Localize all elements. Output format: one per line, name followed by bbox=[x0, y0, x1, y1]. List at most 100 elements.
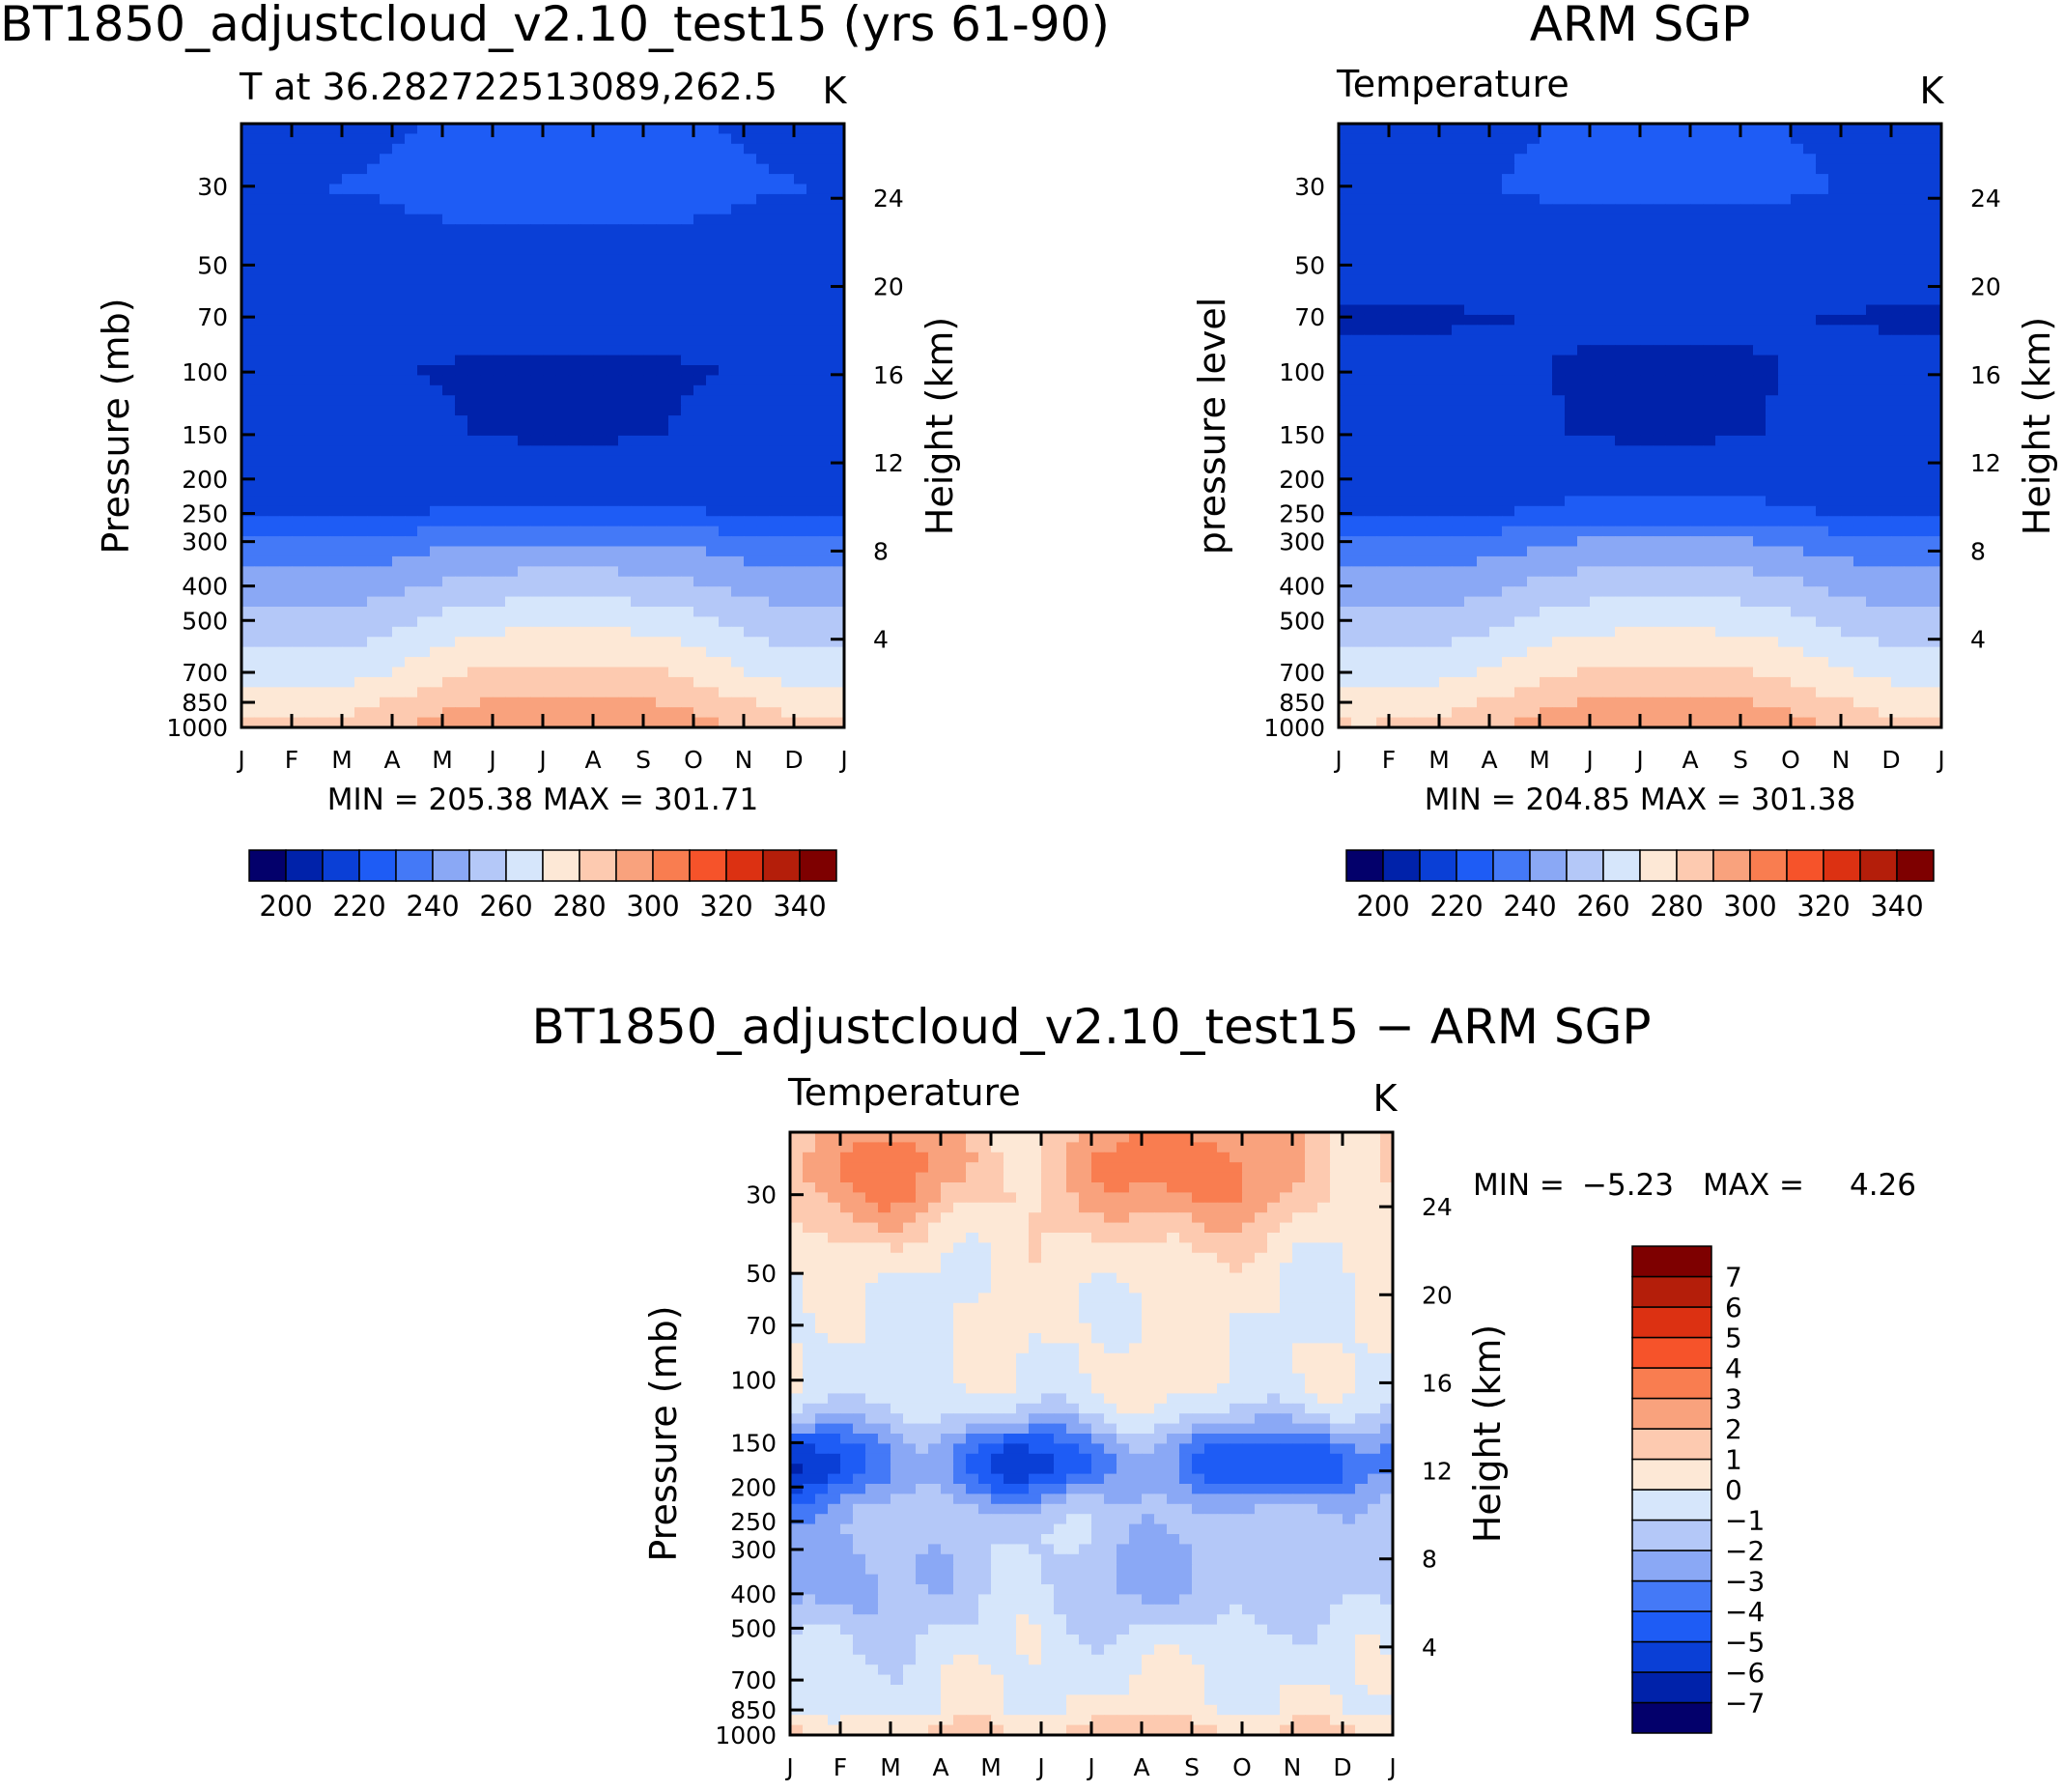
field-cell bbox=[1853, 395, 1867, 407]
field-cell bbox=[405, 204, 418, 215]
field-cell bbox=[731, 646, 745, 658]
field-cell bbox=[1879, 254, 1892, 266]
field-cell bbox=[455, 496, 468, 507]
field-cell bbox=[631, 314, 644, 326]
field-cell bbox=[618, 607, 632, 618]
field-cell bbox=[405, 646, 418, 658]
field-cell bbox=[1690, 415, 1704, 427]
field-cell bbox=[380, 264, 393, 275]
field-cell bbox=[1565, 264, 1578, 275]
field-cell bbox=[1879, 304, 1892, 316]
field-cell bbox=[1502, 384, 1515, 396]
field-cell bbox=[618, 244, 632, 256]
field-cell bbox=[279, 284, 293, 296]
field-cell bbox=[505, 174, 519, 185]
field-cell bbox=[1916, 154, 1930, 165]
field-cell bbox=[480, 204, 494, 215]
field-cell bbox=[543, 555, 556, 567]
field-cell bbox=[1540, 254, 1553, 266]
field-cell bbox=[267, 274, 280, 286]
field-cell bbox=[530, 486, 544, 498]
field-cell bbox=[656, 405, 669, 416]
field-cell bbox=[304, 455, 318, 467]
field-cell bbox=[241, 184, 255, 195]
field-cell bbox=[279, 667, 293, 678]
field-cell bbox=[756, 626, 770, 638]
field-cell bbox=[392, 133, 406, 145]
field-cell bbox=[1339, 486, 1352, 498]
field-cell bbox=[1753, 314, 1767, 326]
field-cell bbox=[367, 626, 381, 638]
field-cell bbox=[1916, 334, 1930, 346]
field-cell bbox=[1590, 254, 1603, 266]
field-cell bbox=[405, 184, 418, 195]
field-cell bbox=[1427, 295, 1440, 306]
field-cell bbox=[1728, 264, 1741, 275]
field-cell bbox=[781, 596, 795, 608]
field-cell bbox=[267, 657, 280, 668]
field-cell bbox=[706, 626, 720, 638]
field-cell bbox=[631, 637, 644, 648]
field-cell bbox=[1703, 455, 1716, 467]
field-cell bbox=[480, 687, 494, 698]
field-cell bbox=[455, 455, 468, 467]
field-cell bbox=[279, 355, 293, 366]
field-cell bbox=[668, 355, 682, 366]
field-cell bbox=[367, 516, 381, 527]
field-cell bbox=[1489, 425, 1503, 437]
field-cell bbox=[1791, 445, 1804, 457]
field-cell bbox=[555, 596, 569, 608]
field-cell bbox=[1690, 425, 1704, 437]
field-cell bbox=[1439, 163, 1453, 175]
field-cell bbox=[480, 224, 494, 236]
field-cell bbox=[480, 163, 494, 175]
field-cell bbox=[593, 405, 607, 416]
field-cell bbox=[1740, 133, 1754, 145]
field-cell bbox=[819, 637, 833, 648]
field-cell bbox=[806, 505, 820, 517]
field-cell bbox=[806, 154, 820, 165]
field-cell bbox=[530, 717, 544, 728]
field-cell bbox=[1690, 224, 1704, 236]
field-cell bbox=[1527, 124, 1541, 135]
field-cell bbox=[1514, 505, 1528, 517]
field-cell bbox=[1351, 355, 1365, 366]
field-cell bbox=[1565, 505, 1578, 517]
field-cell bbox=[1540, 496, 1553, 507]
field-cell bbox=[304, 607, 318, 618]
field-cell bbox=[1514, 526, 1528, 537]
field-cell bbox=[1841, 486, 1854, 498]
field-cell bbox=[618, 365, 632, 377]
field-cell bbox=[731, 505, 745, 517]
field-cell bbox=[1477, 375, 1490, 386]
field-cell bbox=[317, 395, 330, 407]
field-cell bbox=[279, 596, 293, 608]
field-cell bbox=[1653, 455, 1666, 467]
field-cell bbox=[580, 325, 594, 336]
field-cell bbox=[354, 124, 368, 135]
field-cell bbox=[631, 707, 644, 719]
field-cell bbox=[1841, 174, 1854, 185]
field-cell bbox=[1615, 466, 1628, 477]
field-cell bbox=[568, 667, 581, 678]
field-cell bbox=[354, 435, 368, 446]
field-cell bbox=[744, 536, 757, 548]
field-cell bbox=[455, 133, 468, 145]
x-tick-label: J bbox=[236, 746, 244, 774]
field-cell bbox=[631, 676, 644, 688]
field-cell bbox=[1703, 213, 1716, 225]
field-cell bbox=[367, 193, 381, 205]
field-cell bbox=[1427, 384, 1440, 396]
field-cell bbox=[681, 325, 694, 336]
field-cell bbox=[417, 445, 431, 457]
field-cell bbox=[317, 224, 330, 236]
field-cell bbox=[405, 395, 418, 407]
field-cell bbox=[781, 163, 795, 175]
field-cell bbox=[719, 555, 732, 567]
field-cell bbox=[1427, 415, 1440, 427]
field-cell bbox=[555, 687, 569, 698]
field-cell bbox=[1615, 244, 1628, 256]
field-cell bbox=[1803, 445, 1817, 457]
field-cell bbox=[656, 496, 669, 507]
field-cell bbox=[1615, 184, 1628, 195]
